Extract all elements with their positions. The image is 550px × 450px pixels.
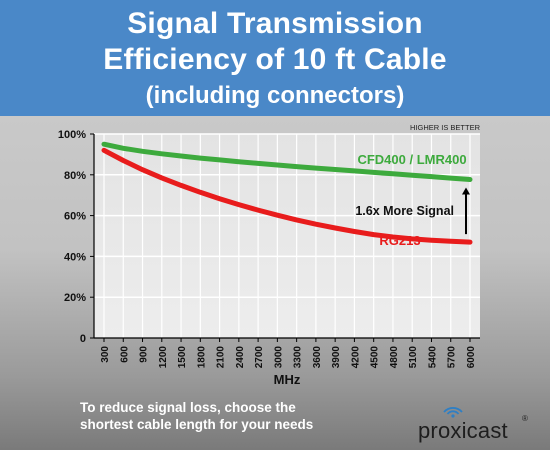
y-tick-label: 60% [64, 211, 86, 223]
series-line-rg213 [101, 147, 473, 245]
comparison-arrow-head [462, 187, 470, 195]
footer-note-line1: To reduce signal loss, choose the [80, 400, 296, 415]
y-tick-label: 0 [80, 333, 86, 345]
x-tick-label: 5400 [427, 346, 438, 369]
x-tick-label: 4200 [350, 346, 361, 369]
series-label-rg213: RG213 [379, 233, 420, 248]
x-tick-label: 6000 [466, 346, 477, 369]
footer-note-line2: shortest cable length for your needs [80, 417, 314, 432]
chart-title-line1: Signal Transmission [127, 7, 423, 40]
x-tick-label: 600 [119, 346, 130, 363]
x-tick-label: 4500 [370, 346, 381, 369]
x-tick-label: 5700 [447, 346, 458, 369]
x-tick-label: 3900 [331, 346, 342, 369]
x-tick-label: 2100 [216, 346, 227, 369]
line-chart: 0 20% 40% 60% 80% 100% 300 600 900 1200 1500 1800 21… [58, 123, 481, 387]
y-tick-label: 80% [64, 170, 86, 182]
series-label-cfd400: CFD400 / LMR400 [357, 152, 466, 167]
x-axis-label: MHz [274, 372, 301, 387]
y-tick-label: 20% [64, 292, 86, 304]
wifi-signal-icon [443, 407, 463, 418]
footer-note: To reduce signal loss, choose the shorte… [80, 399, 380, 433]
logo-registered-mark: ® [522, 414, 528, 423]
y-tick-label: 40% [64, 251, 86, 263]
y-tick-label: 100% [58, 129, 86, 141]
series-line-cfd400 [101, 141, 473, 182]
x-tick-label: 1800 [196, 346, 207, 369]
x-tick-label: 2700 [254, 346, 265, 369]
x-tick-label: 300 [100, 346, 111, 363]
x-tick-label: 2400 [235, 346, 246, 369]
chart-subtitle: (including connectors) [145, 82, 405, 109]
x-tick-label: 3600 [312, 346, 323, 369]
higher-is-better-note: HIGHER IS BETTER [410, 123, 481, 132]
logo-text: proxicast [418, 418, 508, 443]
x-tick-label: 1200 [158, 346, 169, 369]
comparison-annotation: 1.6x More Signal [355, 204, 454, 218]
x-tick-label: 3000 [273, 346, 284, 369]
proxicast-logo: proxicast ® [418, 404, 543, 444]
x-tick-label: 5100 [408, 346, 419, 369]
chart-title-line2: Efficiency of 10 ft Cable [103, 43, 447, 76]
x-tick-label: 900 [139, 346, 150, 363]
x-tick-label: 3300 [293, 346, 304, 369]
header-banner: Signal Transmission Efficiency of 10 ft … [0, 0, 550, 116]
x-tick-label: 1500 [177, 346, 188, 369]
x-tick-label: 4800 [389, 346, 400, 369]
